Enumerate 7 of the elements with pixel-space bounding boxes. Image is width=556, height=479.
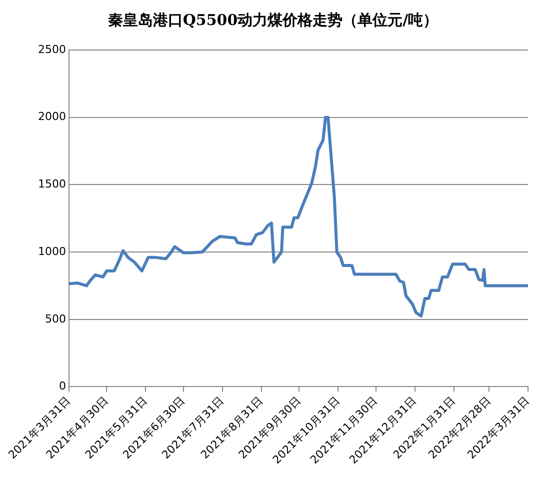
y-tick-label: 500: [44, 312, 66, 326]
chart-title: 秦皇岛港口Q5500动力煤价格走势（单位元/吨）: [108, 10, 438, 29]
y-tick-label: 1500: [38, 178, 66, 191]
y-tick-label: 1000: [38, 244, 66, 258]
y-tick-label: 0: [58, 380, 66, 393]
y-tick-label: 2000: [38, 110, 66, 124]
y-tick-label: 2500: [38, 42, 66, 56]
